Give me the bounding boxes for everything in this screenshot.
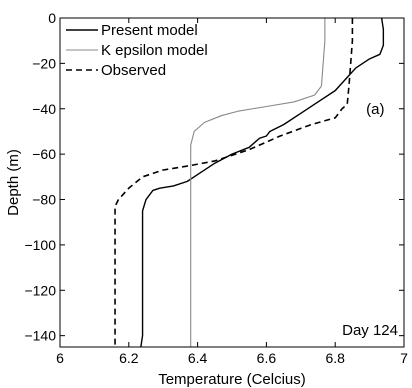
legend-label-k-epsilon-model: K epsilon model [101, 42, 208, 59]
plot-frame [59, 17, 405, 348]
y-tick-label: −20 [32, 55, 56, 71]
y-tick-label: −60 [32, 146, 56, 162]
y-tick-label: −80 [32, 192, 56, 208]
y-tick-label: −40 [32, 101, 56, 117]
x-tick-label: 6.6 [257, 350, 277, 366]
panel-label: (a) [366, 101, 384, 118]
x-tick-label: 6.2 [119, 350, 139, 366]
y-axis-label: Depth (m) [5, 149, 22, 216]
day-label: Day 124 [342, 322, 398, 339]
ticks-layer: 6 6.2 6.4 6.6 6.8 7 0 −20 −40 −60 −80 −100 −120 −140 [24, 10, 408, 366]
series-layer [114, 17, 385, 348]
series-line-2 [114, 18, 354, 347]
x-tick-label: 6.8 [325, 350, 345, 366]
x-tick-label: 7 [400, 350, 408, 366]
series-line-0 [140, 17, 385, 348]
y-tick-label: −120 [24, 282, 56, 298]
x-tick-label: 6 [56, 350, 64, 366]
legend-label-observed: Observed [101, 62, 166, 79]
legend: Present model K epsilon model Observed [66, 22, 208, 79]
x-tick-label: 6.4 [188, 350, 208, 366]
y-tick-label: −140 [24, 328, 56, 344]
series-line-1 [190, 18, 326, 347]
x-axis-label: Temperature (Celcius) [158, 371, 306, 388]
y-tick-label: −100 [24, 237, 56, 253]
y-tick-label: 0 [48, 10, 56, 26]
legend-label-present-model: Present model [101, 22, 198, 39]
